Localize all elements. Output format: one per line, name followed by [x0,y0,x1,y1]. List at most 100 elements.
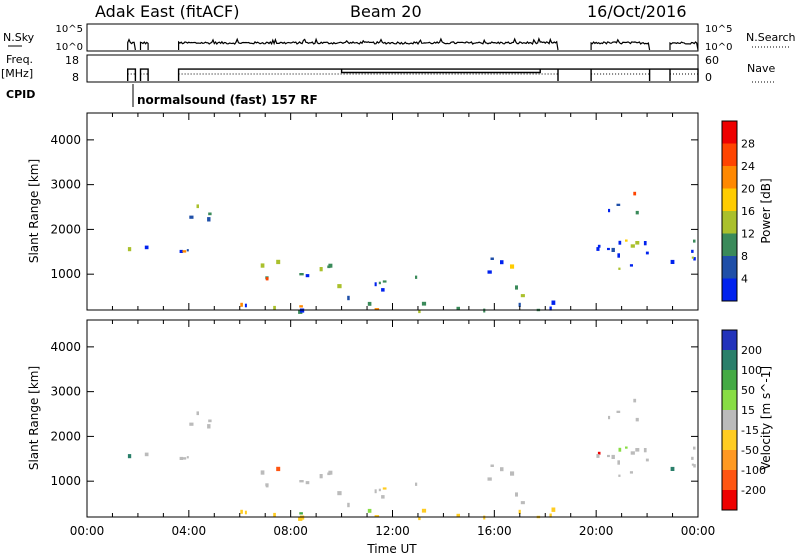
velocity-colorbar-label: Velocity [m s^-1] [759,366,773,470]
power-cell [273,305,276,310]
velocity-cell [551,507,556,512]
power-yaxis: 1000 2000 3000 4000 [50,133,698,281]
nsearch-label: N.Search [746,31,796,44]
velocity-cell [630,451,635,455]
velocity-cell [244,510,247,515]
velocity-panel: 1000 2000 3000 4000 00:00 04:00 08:00 12:00 16:… [27,319,773,554]
velocity-cell [520,501,525,505]
velocity-cell [415,482,418,486]
velocity-cell [487,477,492,481]
cpid-label: CPID [6,88,35,101]
power-cell [596,247,600,251]
power-cell [328,263,333,268]
power-cell [347,295,350,301]
velocity-cell [240,509,243,514]
velocity-cell [207,424,211,429]
power-cell [630,244,635,248]
power-cell [618,240,622,245]
power-cell [299,305,303,308]
power-colorbar-tick: 4 [741,273,748,286]
power-cell [127,247,132,252]
power-cell [670,259,675,264]
velocity-cell [607,454,610,458]
power-ylabel: Slant Range [km] [27,159,41,263]
velocity-colorbar-tick: -50 [741,444,759,457]
velocity-cell [299,512,303,515]
power-ytick-label: 2000 [50,222,81,236]
velocity-cell [597,451,601,455]
power-cell [208,212,212,216]
velocity-cell [337,491,342,496]
velocity-cell [643,448,647,453]
x-tick-label: 04:00 [172,524,207,538]
velocity-cell [483,515,486,520]
power-cell [551,300,556,305]
velocity-cell [625,446,628,449]
date-title: 16/Oct/2016 [587,2,687,21]
power-colorbar-swatch [722,233,737,257]
cpid-panel: CPID normalsound (fast) 157 RF [6,84,318,107]
velocity-colorbar-tick: 100 [741,364,762,377]
nsky-trace [127,37,699,51]
velocity-colorbar-tick: -200 [741,484,766,497]
power-cell [625,239,628,242]
freq-trace [127,68,699,81]
velocity-xticks: 00:00 04:00 08:00 12:00 16:00 20:00 00:00 [70,320,716,538]
x-axis-label: Time UT [366,542,417,554]
velocity-cell [276,466,281,472]
velocity-cell [510,471,515,476]
power-cell [374,308,380,311]
power-colorbar-tick: 24 [741,160,755,173]
velocity-cell [299,515,305,520]
velocity-cell [618,447,622,452]
power-colorbar-tick: 12 [741,228,755,241]
power-colorbar-swatch [722,166,737,189]
velocity-cell [421,508,427,513]
velocity-cell [500,467,504,472]
power-cell [260,263,265,268]
velocity-cell [515,492,518,497]
power-colorbar-swatch [722,211,737,234]
power-colorbar-swatch [722,143,737,167]
power-cell [617,253,620,258]
velocity-cell [670,466,675,471]
power-cell [415,275,418,279]
power-cell [382,280,387,283]
nsky-tick-bottom: 10^0 [56,42,83,53]
power-cell [144,245,149,250]
x-tick-label: 16:00 [477,524,512,538]
velocity-cell [182,457,187,460]
power-cell [693,239,696,243]
power-cell [378,281,381,285]
power-cell [265,277,269,281]
velocity-colorbar-swatch [722,370,737,391]
power-cell [418,309,421,314]
velocity-ylabel: Slant Range [km] [27,366,41,470]
velocity-colorbar-swatch [722,330,737,351]
velocity-cell [144,452,149,457]
power-colorbar-swatch [722,121,737,144]
velocity-cell [608,415,611,420]
x-tick-label: 20:00 [579,524,614,538]
velocity-cell [549,513,552,518]
beam-title: Beam 20 [350,2,422,21]
power-colorbar-tick: 28 [741,138,755,151]
nsky-label: N.Sky [3,31,35,44]
velocity-cell [319,474,323,479]
velocity-cell [693,464,696,468]
nave-label: Nave [747,62,775,75]
velocity-cell [596,454,600,458]
nsearch-tick-top: 10^5 [705,24,732,35]
velocity-cell [456,513,460,517]
power-cell [374,282,377,287]
velocity-ytick-label: 4000 [50,340,81,354]
velocity-cell [374,489,377,494]
freq-unit: [MHz] [1,67,33,80]
velocity-cell [208,419,212,423]
power-colorbar-swatch [722,188,737,212]
x-tick-label: 00:00 [681,524,716,538]
power-cell [608,208,611,213]
velocity-cell [490,464,494,467]
power-cell [319,267,323,272]
power-scatter [127,191,696,314]
